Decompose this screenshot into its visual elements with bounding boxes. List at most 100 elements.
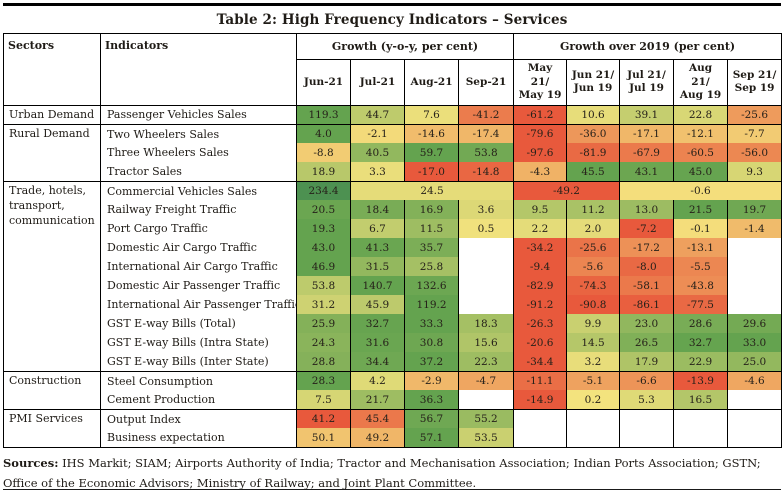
value-cell: 31.2 [296, 295, 351, 315]
value-cell: 30.8 [404, 333, 459, 353]
value-cell: -7.7 [727, 123, 783, 144]
empty-cell [727, 257, 783, 277]
value-cell: 22.8 [673, 104, 729, 125]
value-cell: 21.5 [673, 200, 729, 220]
value-cell: 31.6 [350, 333, 405, 353]
value-cell: -86.1 [619, 295, 675, 315]
empty-cell [513, 428, 568, 448]
value-cell: 16.9 [404, 200, 459, 220]
value-cell: 33.0 [727, 333, 783, 353]
value-cell: 40.5 [350, 143, 405, 163]
value-cell: 29.6 [727, 314, 783, 334]
value-cell: 46.9 [296, 257, 351, 277]
value-cell: 11.2 [566, 200, 621, 220]
value-cell: 59.7 [404, 143, 459, 163]
value-cell: -14.8 [457, 162, 515, 182]
value-cell: 41.2 [296, 408, 351, 429]
value-cell: -90.8 [566, 295, 621, 315]
value-cell: -17.1 [619, 123, 675, 144]
value-cell: -26.3 [513, 314, 568, 334]
value-cell: 13.0 [619, 200, 675, 220]
value-cell: 6.7 [350, 219, 405, 239]
sector-cell: PMI Services [3, 408, 101, 448]
value-cell: 7.6 [404, 104, 459, 125]
value-cell: 0.2 [566, 390, 621, 410]
value-cell: 36.3 [404, 390, 459, 410]
value-cell: 7.5 [296, 390, 351, 410]
value-cell: -49.2 [513, 180, 621, 201]
value-cell: 119.3 [296, 104, 351, 125]
value-cell: -36.0 [566, 123, 621, 144]
value-cell: 43.0 [296, 238, 351, 258]
value-cell: -25.6 [566, 238, 621, 258]
value-cell: -0.6 [619, 180, 783, 201]
value-cell: 9.9 [566, 314, 621, 334]
empty-cell [727, 408, 783, 429]
empty-cell [727, 390, 783, 410]
value-cell: -4.6 [727, 370, 783, 391]
sector-cell: Construction [3, 370, 101, 410]
indicator-cell: Three Wheelers Sales [100, 143, 297, 163]
value-cell: -8.0 [619, 257, 675, 277]
table-title: Table 2: High Frequency Indicators – Ser… [216, 12, 568, 28]
value-cell: 9.5 [513, 200, 568, 220]
value-cell: 3.2 [566, 352, 621, 372]
empty-cell [566, 428, 621, 448]
indicator-cell: Domestic Air Cargo Traffic [100, 238, 297, 258]
sources-label: Sources: [3, 455, 59, 470]
value-cell: 41.3 [350, 238, 405, 258]
value-cell: 43.1 [619, 162, 675, 182]
value-cell: 4.2 [350, 370, 405, 391]
value-cell: 18.9 [296, 162, 351, 182]
value-cell: 119.2 [404, 295, 459, 315]
empty-cell [727, 238, 783, 258]
sources-text: IHS Markit; SIAM; Airports Authority of … [3, 455, 761, 491]
value-cell: 44.7 [350, 104, 405, 125]
indicator-cell: GST E-way Bills (Total) [100, 314, 297, 334]
indicator-cell: Output Index [100, 408, 297, 429]
indicator-cell: Railway Freight Traffic [100, 200, 297, 220]
value-cell: -79.6 [513, 123, 568, 144]
value-cell: 37.2 [404, 352, 459, 372]
value-cell: -17.2 [619, 238, 675, 258]
column-header-month: Aug 21/ Aug 19 [673, 59, 729, 106]
value-cell: 53.8 [296, 276, 351, 296]
indicator-cell: Domestic Air Passenger Traffic [100, 276, 297, 296]
empty-cell [457, 390, 515, 410]
value-cell: -41.2 [457, 104, 515, 125]
value-cell: 17.9 [619, 352, 675, 372]
value-cell: -2.9 [404, 370, 459, 391]
indicator-cell: Passenger Vehicles Sales [100, 104, 297, 125]
value-cell: -8.8 [296, 143, 351, 163]
column-group-growth-over-2019: Growth over 2019 (per cent) [513, 33, 783, 60]
column-header-month: Jun 21/ Jun 19 [566, 59, 621, 106]
value-cell: 11.5 [404, 219, 459, 239]
value-cell: -5.6 [566, 257, 621, 277]
column-header-month: Jul-21 [350, 59, 405, 106]
indicator-cell: Business expectation [100, 428, 297, 448]
value-cell: 140.7 [350, 276, 405, 296]
value-cell: 45.5 [566, 162, 621, 182]
document-page: Table 2: High Frequency Indicators – Ser… [0, 3, 784, 490]
value-cell: -9.4 [513, 257, 568, 277]
value-cell: -13.9 [673, 370, 729, 391]
value-cell: -7.2 [619, 219, 675, 239]
value-cell: -4.7 [457, 370, 515, 391]
value-cell: -5.5 [673, 257, 729, 277]
value-cell: 28.8 [296, 352, 351, 372]
value-cell: 45.0 [673, 162, 729, 182]
indicator-cell: Commercial Vehicles Sales [100, 180, 297, 201]
value-cell: -17.0 [404, 162, 459, 182]
empty-cell [566, 408, 621, 429]
empty-cell [727, 428, 783, 448]
empty-cell [727, 295, 783, 315]
value-cell: 3.6 [457, 200, 515, 220]
empty-cell [673, 408, 729, 429]
value-cell: 21.7 [350, 390, 405, 410]
value-cell: -13.1 [673, 238, 729, 258]
value-cell: -97.6 [513, 143, 568, 163]
value-cell: 28.3 [296, 370, 351, 391]
bottom-rule [3, 489, 781, 490]
value-cell: -43.8 [673, 276, 729, 296]
value-cell: 25.0 [727, 352, 783, 372]
